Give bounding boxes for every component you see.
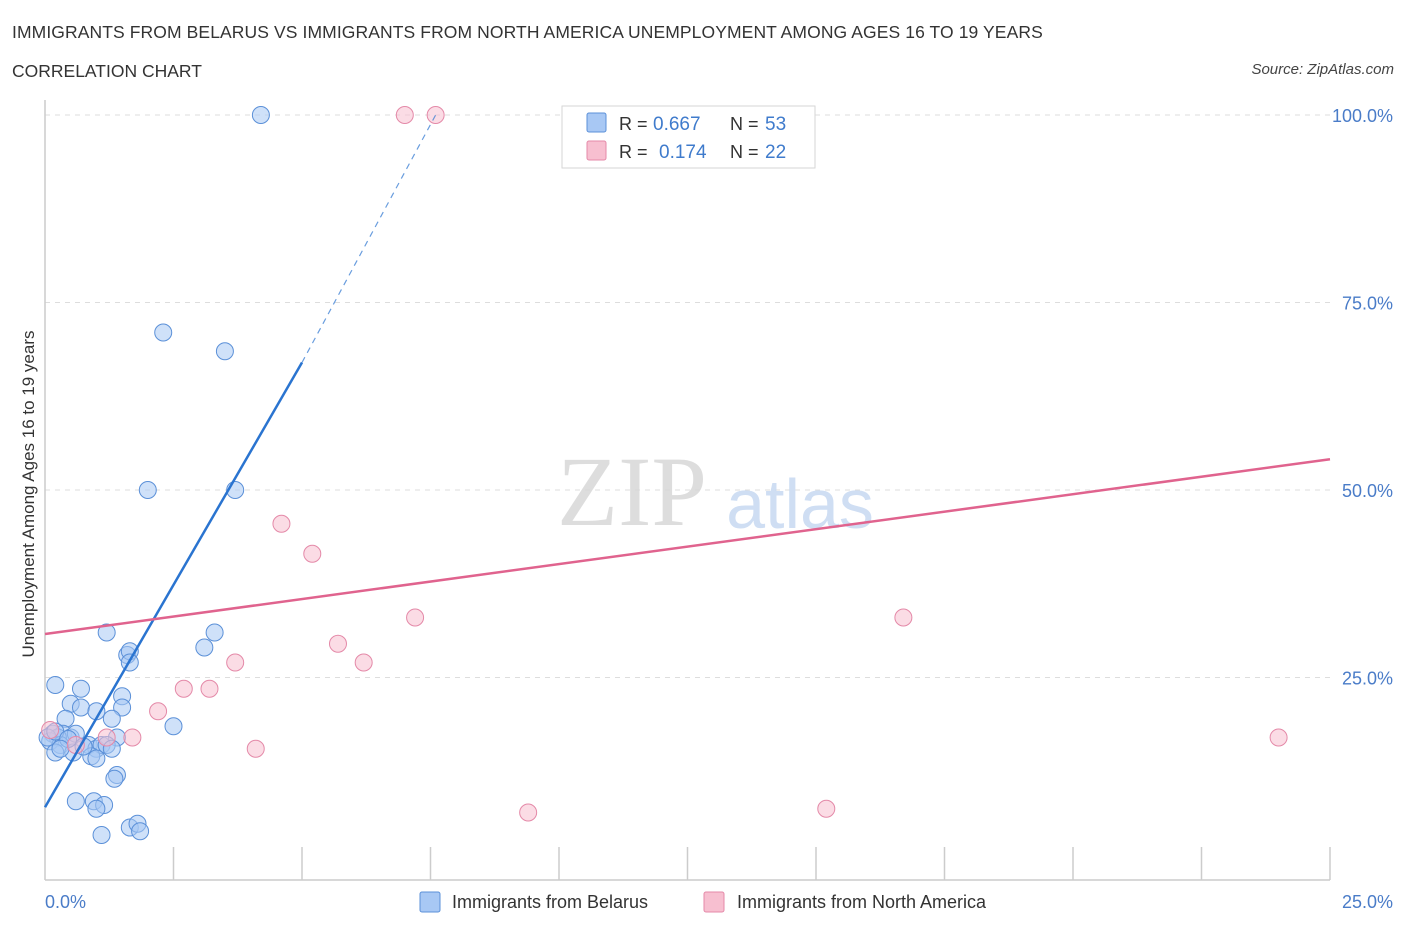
stats-legend: R = 0.667 N = 53 R = 0.174 N = 22: [561, 105, 816, 169]
legend-swatch-north-america[interactable]: [703, 891, 725, 913]
point-belarus-20: [164, 717, 183, 736]
chart-subtitle: CORRELATION CHART: [12, 61, 202, 81]
legend-swatch-belarus[interactable]: [419, 891, 441, 913]
grid-layer: [45, 114, 1330, 678]
point-north-america-21: [41, 721, 60, 739]
series-legend: Immigrants from Belarus Immigrants from …: [419, 891, 987, 913]
point-north-america-19: [519, 803, 538, 822]
point-belarus-15: [71, 698, 90, 717]
source-label: Source: ZipAtlas.com: [1251, 61, 1394, 78]
point-belarus-0: [251, 106, 270, 124]
point-belarus-17: [113, 698, 132, 717]
point-belarus-1: [154, 323, 173, 342]
point-north-america-15: [97, 728, 116, 747]
y-axis-label: Unemployment Among Ages 16 to 19 years: [19, 331, 38, 658]
y-tick-label-2: 75.0%: [1342, 294, 1393, 314]
point-belarus-42: [87, 799, 106, 818]
watermark-atlas: atlas: [726, 465, 874, 543]
point-belarus-11: [46, 676, 65, 694]
stats-n-value-north-america: 22: [765, 142, 786, 163]
y-tick-label-3: 100.0%: [1332, 106, 1393, 126]
stats-n-label-belarus: N =: [730, 114, 759, 134]
point-north-america-6: [406, 608, 425, 627]
point-north-america-16: [246, 739, 265, 758]
point-belarus-38: [105, 769, 124, 788]
point-belarus-12: [71, 679, 90, 698]
trend-line-north-america: [44, 458, 1331, 636]
point-north-america-7: [894, 608, 913, 627]
stats-r-label-belarus: R =: [619, 114, 648, 134]
y-tick-label-1: 50.0%: [1342, 481, 1393, 501]
stats-swatch-north-america: [586, 140, 607, 161]
point-belarus-19: [102, 709, 121, 728]
point-north-america-13: [149, 702, 168, 721]
point-belarus-5: [97, 623, 116, 642]
legend-label-north-america[interactable]: Immigrants from North America: [737, 892, 987, 912]
stats-swatch-belarus: [586, 112, 607, 133]
point-belarus-3: [138, 481, 157, 499]
points-layer: [38, 106, 1288, 844]
point-north-america-10: [226, 653, 245, 672]
point-belarus-51: [87, 749, 106, 768]
point-north-america-8: [328, 634, 347, 653]
point-north-america-20: [817, 799, 836, 818]
point-north-america-9: [354, 653, 373, 672]
trend-layer: [43, 114, 1331, 808]
point-belarus-7: [195, 638, 214, 657]
stats-n-label-north-america: N =: [730, 142, 759, 162]
point-belarus-46: [131, 822, 150, 841]
point-belarus-52: [51, 739, 70, 758]
stats-r-value-north-america: 0.174: [659, 142, 707, 163]
point-belarus-6: [205, 623, 224, 642]
chart-title: IMMIGRANTS FROM BELARUS VS IMMIGRANTS FR…: [12, 22, 1043, 42]
point-north-america-11: [174, 679, 193, 698]
stats-n-value-belarus: 53: [765, 114, 786, 135]
stats-r-value-belarus: 0.667: [653, 114, 701, 135]
point-north-america-4: [272, 514, 291, 533]
stats-r-label-north-america: R =: [619, 142, 648, 162]
point-north-america-1: [426, 106, 445, 124]
point-north-america-5: [303, 544, 322, 563]
x-tick-label-0: 0.0%: [45, 892, 86, 912]
trend-line-belarus: [43, 361, 304, 808]
point-north-america-12: [200, 679, 219, 698]
point-north-america-14: [123, 728, 142, 747]
point-belarus-43: [92, 826, 111, 844]
point-north-america-18: [1269, 728, 1288, 747]
point-north-america-0: [395, 106, 414, 124]
legend-label-belarus[interactable]: Immigrants from Belarus: [452, 892, 648, 912]
trend-line-dashed-belarus: [301, 114, 437, 363]
watermark: ZIP atlas: [557, 436, 874, 547]
point-belarus-39: [66, 792, 85, 811]
point-belarus-2: [215, 342, 234, 361]
x-tick-label-1: 25.0%: [1342, 892, 1393, 912]
axis-layer: 25.0% 50.0% 75.0% 100.0% 0.0% 25.0%: [44, 100, 1393, 912]
y-tick-label-0: 25.0%: [1342, 669, 1393, 689]
watermark-zip: ZIP: [557, 436, 707, 547]
